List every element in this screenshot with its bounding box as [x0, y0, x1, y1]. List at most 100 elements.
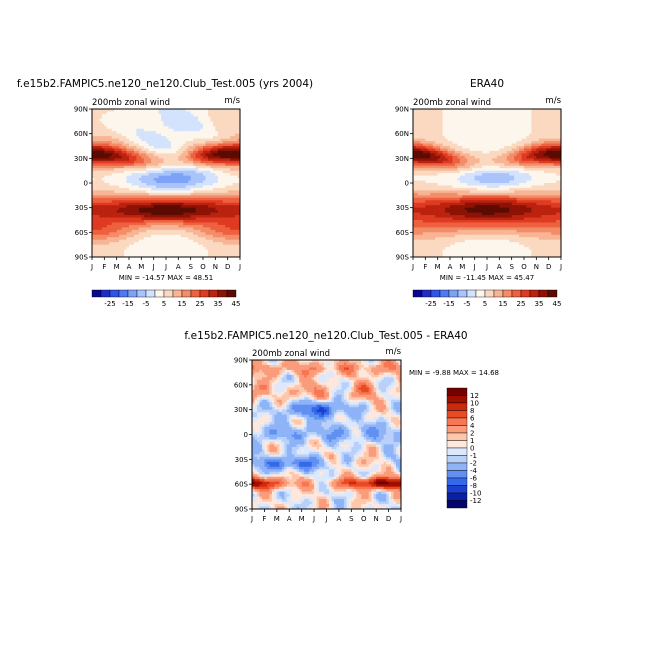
field-cell [175, 180, 179, 184]
field-cell [166, 229, 169, 233]
field-cell [551, 141, 554, 144]
field-cell [207, 121, 211, 125]
field-cell [116, 128, 120, 132]
field-cell [94, 168, 98, 172]
field-cell [462, 141, 466, 144]
field-cell [168, 200, 172, 204]
field-cell [227, 205, 231, 209]
field-cell [235, 200, 238, 204]
field-cell [553, 136, 557, 139]
field-cell [207, 173, 211, 176]
field-cell [166, 118, 169, 122]
field-cell [459, 116, 463, 120]
field-cell [467, 138, 471, 142]
field-cell [524, 111, 527, 115]
field-cell [180, 200, 184, 204]
field-cell [161, 126, 164, 130]
field-cell [185, 249, 189, 253]
field-cell [225, 165, 229, 169]
field-cell [432, 138, 436, 142]
field-cell [521, 143, 525, 147]
field-cell [230, 200, 233, 204]
field-cell [442, 150, 446, 154]
field-cell [531, 126, 535, 130]
field-cell [175, 222, 179, 226]
field-cell [207, 168, 211, 172]
field-cell [99, 222, 103, 226]
field-cell [217, 123, 221, 127]
field-cell [220, 173, 224, 176]
field-cell [521, 153, 525, 157]
field-cell [178, 170, 182, 174]
field-cell [467, 109, 471, 112]
field-cell [427, 153, 431, 157]
field-cell [148, 183, 152, 186]
field-cell [227, 111, 231, 115]
field-cell [109, 148, 113, 152]
field-cell [116, 123, 120, 127]
field-cell [185, 160, 189, 164]
field-cell [133, 109, 137, 112]
field-cell [178, 237, 182, 241]
field-cell [203, 168, 206, 172]
field-cell [203, 232, 206, 236]
field-cell [163, 160, 167, 164]
field-cell [121, 220, 125, 223]
field-cell [222, 109, 226, 112]
field-cell [225, 126, 229, 130]
field-cell [210, 183, 214, 186]
field-cell [143, 168, 147, 172]
field-cell [484, 160, 488, 164]
field-cell [528, 153, 532, 157]
field-cell [472, 123, 476, 127]
field-cell [101, 210, 105, 213]
field-cell [170, 197, 174, 201]
field-cell [101, 249, 105, 253]
field-cell [430, 148, 434, 152]
field-cell [237, 210, 241, 213]
field-cell [205, 254, 209, 258]
field-cell [111, 210, 115, 213]
field-cell [558, 141, 562, 144]
field-cell [170, 165, 174, 169]
field-cell [225, 146, 229, 149]
field-cell [148, 197, 152, 201]
field-cell [121, 252, 125, 255]
field-cell [133, 227, 137, 231]
field-cell [511, 123, 515, 127]
field-cell [180, 138, 184, 142]
field-cell [124, 128, 127, 132]
field-cell [217, 109, 221, 112]
field-cell [193, 113, 196, 117]
field-cell [227, 252, 231, 255]
field-cell [427, 116, 431, 120]
field-cell [143, 153, 147, 157]
field-cell [504, 133, 508, 137]
field-cell [432, 155, 436, 159]
field-cell [227, 155, 231, 159]
field-cell [143, 227, 147, 231]
field-cell [148, 232, 152, 236]
colorbar-swatch [109, 289, 120, 298]
field-cell [536, 153, 540, 157]
field-cell [462, 146, 466, 149]
field-cell [94, 146, 98, 149]
field-cell [104, 160, 108, 164]
field-cell [163, 215, 167, 218]
field-cell [178, 232, 182, 236]
field-cell [514, 148, 517, 152]
field-cell [445, 111, 448, 115]
field-cell [200, 116, 204, 120]
field-cell [151, 220, 155, 223]
field-cell [173, 111, 177, 115]
field-cell [516, 123, 520, 127]
field-cell [116, 150, 120, 154]
field-cell [230, 121, 233, 125]
field-cell [168, 244, 172, 248]
field-cell [459, 113, 463, 117]
field-cell [450, 131, 453, 135]
field-cell [207, 252, 211, 255]
field-cell [146, 247, 150, 250]
field-cell [141, 118, 145, 122]
field-cell [99, 232, 103, 236]
